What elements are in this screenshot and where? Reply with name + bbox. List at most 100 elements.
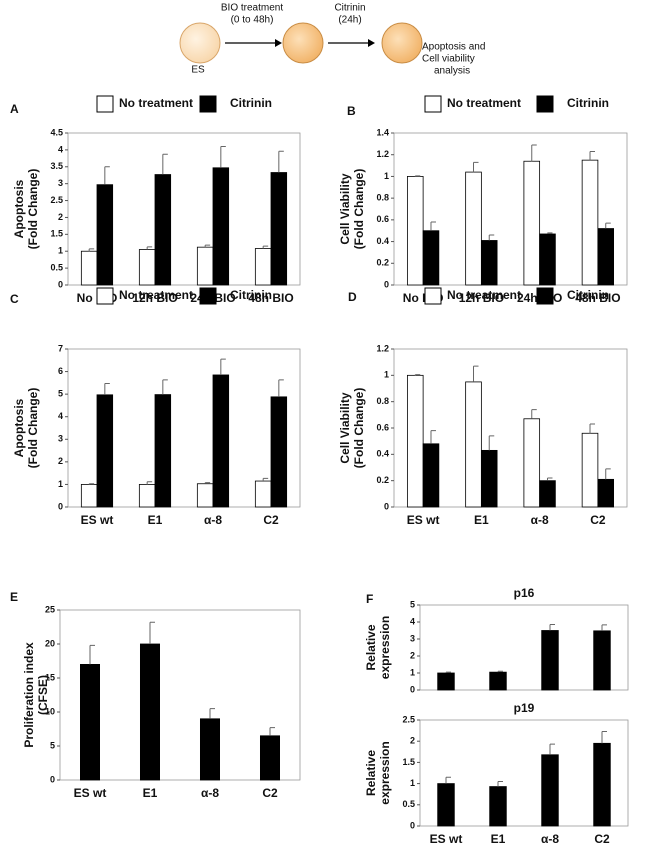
plot-frame	[419, 719, 629, 827]
step-label: (24h)	[338, 15, 361, 26]
x-tick-label: E1	[148, 513, 163, 527]
plot-frame	[419, 604, 629, 691]
error-bar	[601, 730, 607, 744]
error-bar	[605, 468, 611, 480]
error-bar	[589, 150, 596, 161]
error-bar	[445, 671, 451, 673]
y-tick-label: 1	[384, 370, 389, 380]
y-tick-label: 5	[58, 389, 63, 399]
y-tick-label: 0	[58, 501, 63, 511]
bar	[80, 250, 98, 286]
error-bar	[497, 780, 503, 787]
y-tick-label: 0.6	[376, 422, 389, 432]
bar	[523, 160, 541, 286]
cell-circle	[179, 22, 221, 64]
bar	[154, 174, 172, 286]
y-tick-label: 2	[58, 212, 63, 222]
error-bar	[104, 383, 110, 395]
x-tick-label: E1	[143, 786, 158, 800]
y-tick-label: 0.5	[402, 799, 415, 809]
error-bar	[104, 166, 110, 185]
bar	[422, 230, 440, 286]
error-bar	[488, 435, 495, 451]
plot-frame	[67, 132, 301, 286]
cell-circle	[381, 22, 423, 64]
legend-label: Citrinin	[567, 96, 609, 110]
x-tick-label: 12h BIO	[459, 291, 504, 305]
step-label: (0 to 48h)	[231, 15, 274, 26]
y-tick-label: 2	[410, 736, 415, 746]
error-bar	[88, 248, 95, 252]
bar	[199, 718, 220, 781]
step-label: Citrinin	[334, 3, 365, 14]
end-label: analysis	[434, 66, 470, 77]
bar	[465, 171, 482, 286]
x-tick-label: 48h BIO	[575, 291, 620, 305]
error-bar	[473, 161, 479, 173]
bar	[523, 418, 541, 508]
error-bar	[262, 477, 269, 482]
x-tick-label: α-8	[204, 513, 222, 527]
bar	[212, 167, 230, 286]
diagram: BIO treatment (0 to 48h) ES Citrinin (24…	[179, 3, 485, 77]
x-tick-label: ES wt	[407, 513, 440, 527]
start-label: ES	[191, 65, 205, 76]
y-axis-label: Cell Viability	[338, 392, 352, 463]
y-tick-label: 5	[50, 740, 55, 750]
bar	[597, 478, 615, 508]
x-tick-label: C2	[263, 513, 279, 527]
y-tick-label: 0.2	[376, 475, 389, 485]
bar	[437, 672, 455, 691]
x-tick-label: ES wt	[81, 513, 114, 527]
bar	[581, 432, 599, 508]
y-tick-label: 5	[410, 599, 415, 609]
error-bar	[88, 483, 95, 485]
y-tick-label: 3	[410, 633, 415, 643]
y-axis-label: (Fold Change)	[352, 169, 366, 250]
bar	[489, 671, 507, 691]
error-bar	[204, 482, 211, 484]
end-label: Apoptosis and	[422, 42, 485, 53]
error-bar	[209, 708, 215, 719]
y-tick-label: 0	[384, 279, 389, 289]
y-tick-label: 15	[45, 672, 55, 682]
error-bar	[204, 244, 211, 248]
error-bar	[89, 644, 95, 665]
legend-label: Citrinin	[230, 288, 272, 302]
y-tick-label: 2	[58, 456, 63, 466]
y-tick-label: 3	[58, 178, 63, 188]
y-axis-label: (Fold Change)	[26, 169, 40, 250]
bar	[196, 483, 214, 508]
y-tick-label: 0	[50, 774, 55, 784]
plot-frame	[59, 609, 301, 781]
error-bar	[589, 423, 596, 434]
bar	[254, 480, 272, 508]
error-bar	[473, 365, 479, 382]
error-bar	[546, 232, 553, 234]
y-axis-label: Relative	[364, 750, 378, 796]
x-tick-label: C2	[590, 513, 606, 527]
y-tick-label: 1	[410, 778, 415, 788]
y-tick-label: 0	[410, 684, 415, 694]
bar	[196, 246, 214, 286]
bar	[465, 381, 482, 508]
y-tick-label: 1	[384, 171, 389, 181]
bar	[139, 643, 160, 781]
bar	[259, 735, 280, 781]
bar	[406, 374, 424, 508]
panel-letter: D	[348, 290, 357, 304]
y-tick-label: 6	[58, 366, 63, 376]
error-bar	[549, 624, 555, 631]
panel-letter: E	[10, 590, 18, 604]
bar	[80, 664, 101, 781]
bar	[539, 480, 556, 508]
y-tick-label: 25	[45, 604, 55, 614]
bar	[539, 233, 556, 286]
bar	[270, 396, 288, 508]
y-axis-label: Apoptosis	[12, 179, 26, 238]
bar	[593, 630, 611, 691]
bar	[80, 484, 98, 508]
legend-swatch	[199, 95, 217, 113]
bar	[270, 172, 288, 286]
legend-swatch	[424, 287, 442, 305]
